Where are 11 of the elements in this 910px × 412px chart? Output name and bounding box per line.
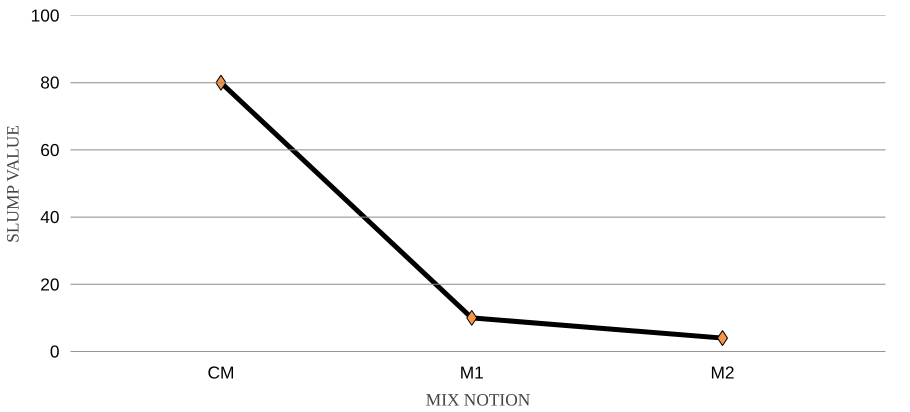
x-tick-label: M2 <box>710 362 735 382</box>
y-axis-title: SLUMP VALUE <box>4 125 23 243</box>
y-tick-label: 80 <box>40 72 60 93</box>
y-tick-label: 20 <box>40 274 60 294</box>
y-tick-label: 40 <box>40 207 60 228</box>
x-axis-title: MIX NOTION <box>426 390 531 410</box>
x-tick-label: M1 <box>460 362 484 382</box>
y-tick-label: 0 <box>50 342 60 362</box>
y-tick-label: 60 <box>40 140 60 160</box>
x-tick-label: CM <box>207 362 234 382</box>
y-tick-label: 100 <box>30 6 60 26</box>
